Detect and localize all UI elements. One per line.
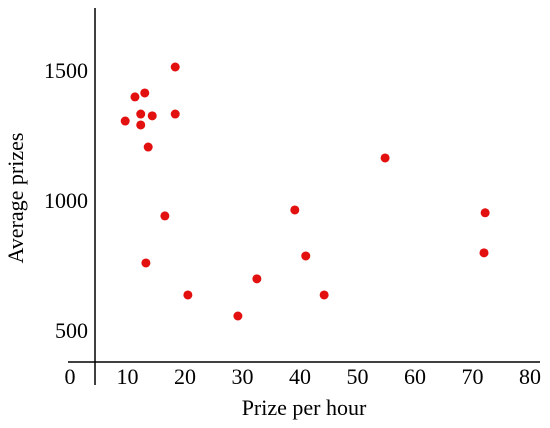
- x-tick-label: 60: [404, 364, 426, 389]
- point: [301, 251, 311, 261]
- point: [252, 274, 262, 284]
- x-tick-label: 40: [289, 364, 311, 389]
- point: [147, 111, 157, 121]
- point: [170, 109, 180, 119]
- x-tick-label: 10: [117, 364, 139, 389]
- point: [136, 109, 146, 119]
- x-tick-label: 20: [174, 364, 196, 389]
- point: [479, 248, 489, 258]
- point: [170, 62, 180, 72]
- y-tick-label: 500: [55, 318, 88, 343]
- y-tick-label: 1000: [44, 188, 88, 213]
- point: [130, 92, 140, 102]
- point: [136, 120, 146, 130]
- x-axis-label: Prize per hour: [242, 395, 367, 420]
- point: [480, 208, 490, 218]
- x-tick-label: 80: [519, 364, 541, 389]
- point: [160, 211, 170, 221]
- point: [233, 311, 243, 321]
- point: [380, 153, 390, 163]
- point: [140, 88, 150, 98]
- point: [319, 290, 329, 300]
- x-tick-label: 50: [347, 364, 369, 389]
- y-tick-label: 1500: [44, 58, 88, 83]
- point: [143, 142, 153, 152]
- point: [120, 116, 130, 126]
- point: [290, 205, 300, 215]
- x-tick-label: 0: [65, 364, 76, 389]
- point: [141, 258, 151, 268]
- x-tick-label: 70: [462, 364, 484, 389]
- x-tick-label: 30: [232, 364, 254, 389]
- point: [183, 290, 193, 300]
- y-axis-label: Average prizes: [3, 133, 28, 264]
